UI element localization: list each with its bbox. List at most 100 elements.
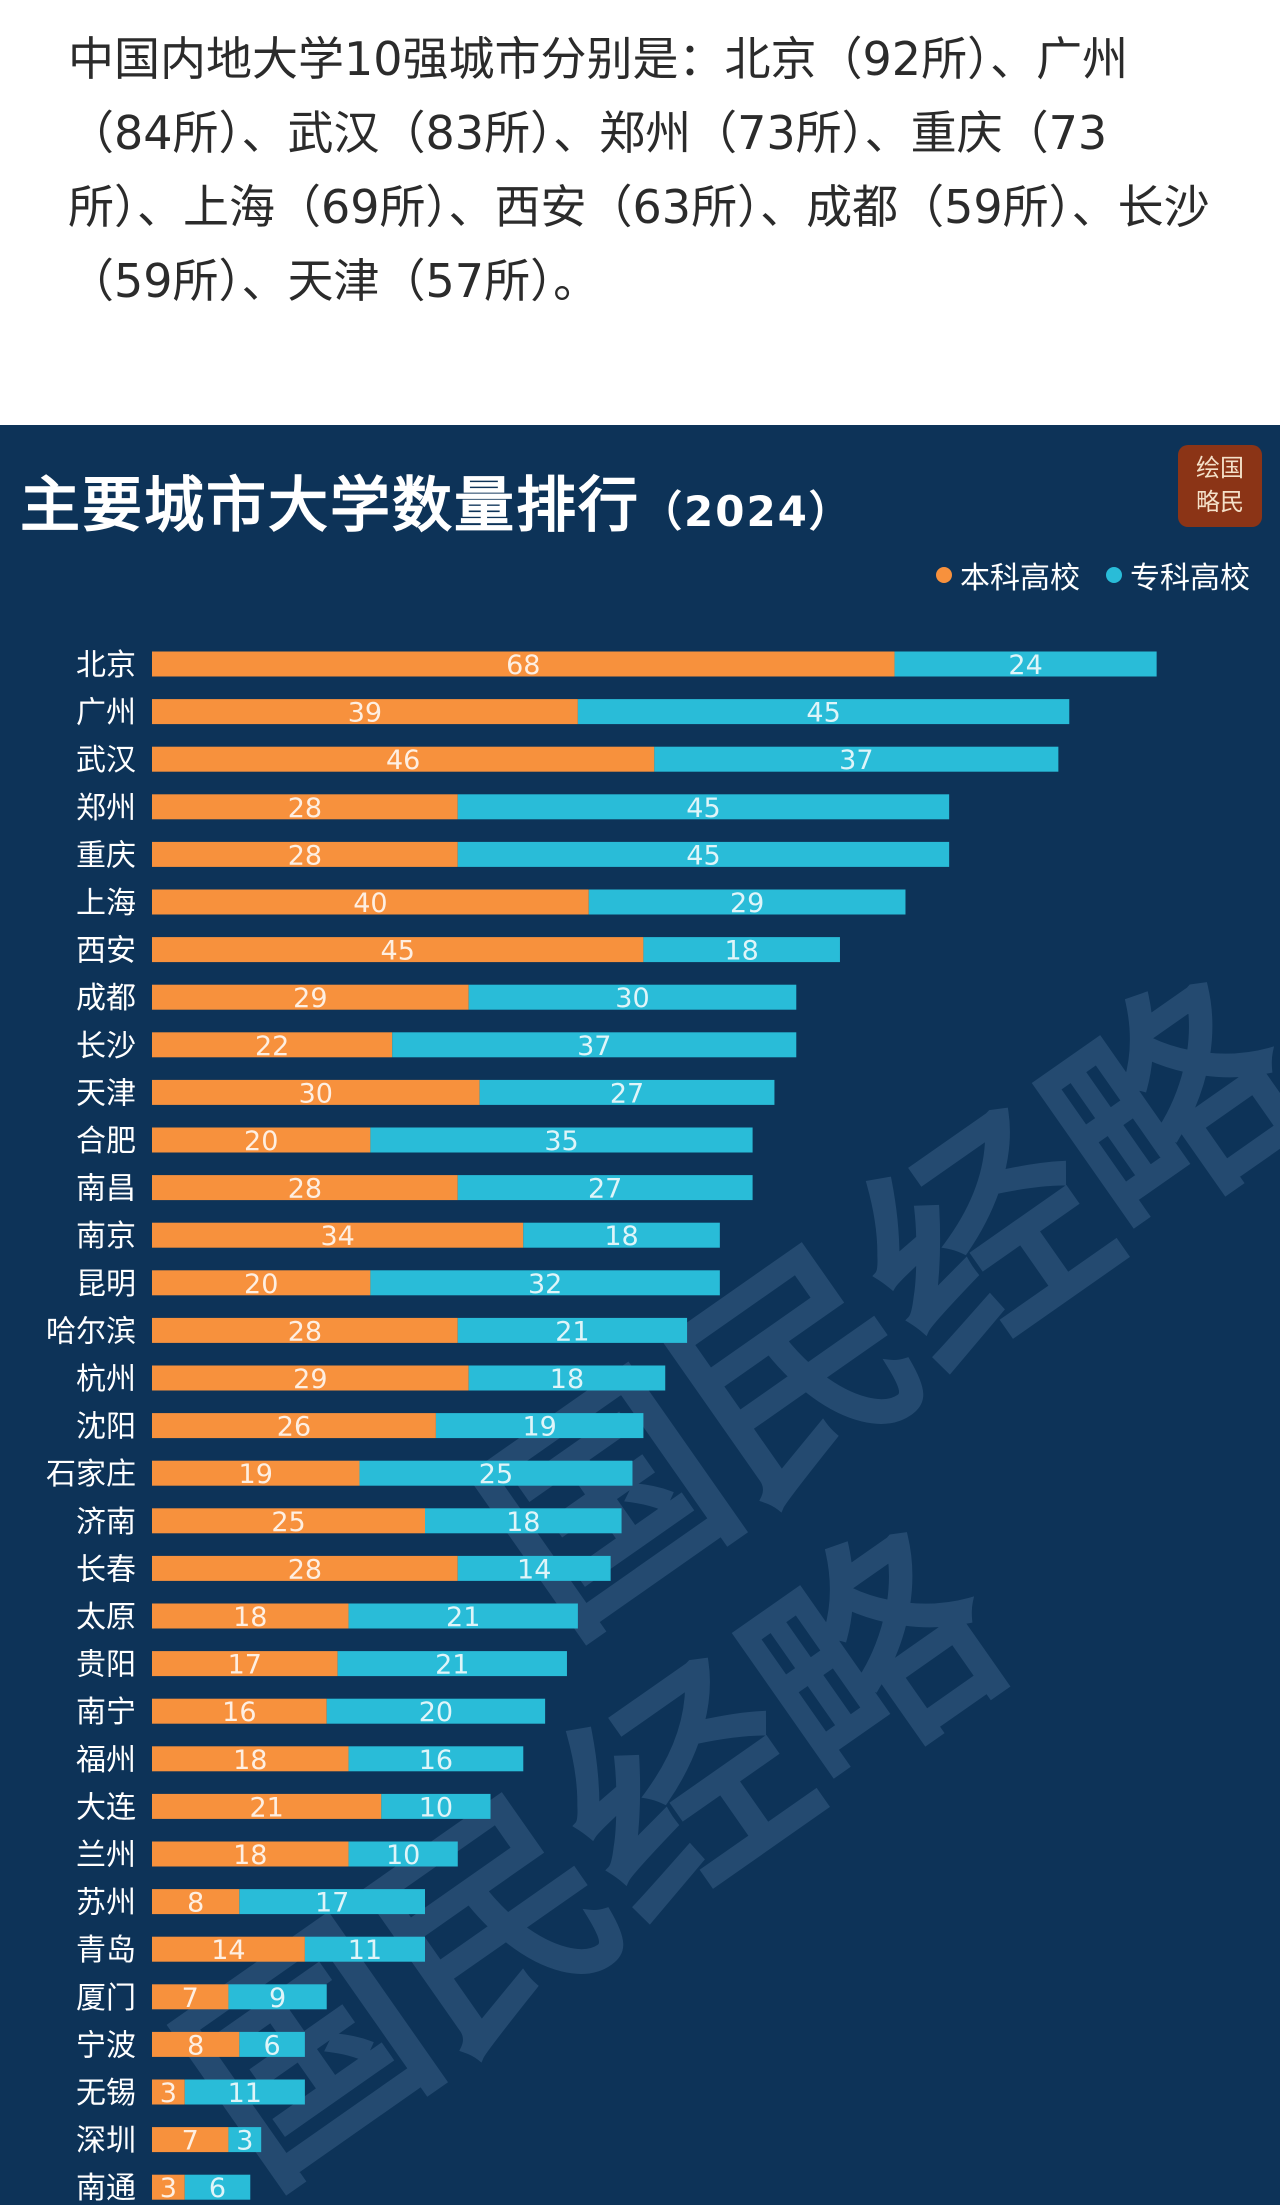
data-label: 8 — [187, 1888, 204, 1919]
data-label: 7 — [182, 1983, 199, 2014]
bar-segment-undergrad — [152, 1413, 436, 1439]
bar-segment-junior — [468, 984, 797, 1010]
data-label: 25 — [479, 1459, 513, 1490]
chart-title: 主要城市大学数量排行（2024） — [20, 457, 853, 544]
category-label: 石家庄 — [46, 1457, 136, 1492]
data-label: 45 — [806, 698, 840, 729]
bar-segment-undergrad — [152, 1651, 338, 1677]
data-label: 34 — [320, 1221, 354, 1252]
category-label: 杭州 — [76, 1362, 136, 1397]
data-label: 26 — [277, 1412, 311, 1443]
data-label: 20 — [244, 1126, 278, 1157]
data-label: 20 — [419, 1697, 453, 1728]
data-label: 18 — [233, 1602, 267, 1633]
data-label: 46 — [386, 745, 420, 776]
bar-segment-junior — [348, 1603, 578, 1629]
bar-segment-undergrad — [152, 1365, 469, 1391]
data-label: 21 — [446, 1602, 480, 1633]
bar-segment-undergrad — [152, 1079, 480, 1105]
bar-segment-undergrad — [152, 1793, 382, 1819]
data-label: 18 — [550, 1364, 584, 1395]
category-label: 广州 — [76, 696, 136, 731]
bar-segment-undergrad — [152, 1460, 360, 1486]
data-label: 14 — [211, 1935, 245, 1966]
data-label: 6 — [209, 2173, 226, 2204]
legend: 本科高校 专科高校 — [936, 553, 1250, 597]
data-label: 40 — [353, 888, 387, 919]
data-label: 32 — [528, 1269, 562, 1300]
bar-segment-undergrad — [152, 699, 578, 725]
bar-segment-junior — [359, 1460, 633, 1486]
bar-segment-undergrad — [152, 794, 458, 820]
data-label: 39 — [348, 698, 382, 729]
data-label: 28 — [288, 1316, 322, 1347]
category-label: 昆明 — [76, 1267, 136, 1302]
bar-segment-undergrad — [152, 1032, 393, 1058]
bar-segment-undergrad — [152, 841, 458, 867]
data-label: 45 — [686, 840, 720, 871]
bar-segment-undergrad — [152, 984, 469, 1010]
data-label: 16 — [419, 1745, 453, 1776]
legend-label: 专科高校 — [1130, 561, 1250, 596]
bar-segment-undergrad — [152, 746, 655, 772]
data-label: 27 — [610, 1078, 644, 1109]
data-label: 21 — [435, 1650, 469, 1681]
data-label: 8 — [187, 2030, 204, 2061]
data-label: 28 — [288, 840, 322, 871]
bar-segment-undergrad — [152, 2174, 185, 2200]
category-label: 福州 — [76, 1743, 136, 1778]
data-label: 29 — [293, 1364, 327, 1395]
category-label: 沈阳 — [76, 1410, 136, 1445]
legend-item-undergrad: 本科高校 — [936, 553, 1080, 597]
category-label: 苏州 — [76, 1886, 136, 1921]
bar-segment-junior — [479, 1079, 775, 1105]
data-label: 18 — [233, 1745, 267, 1776]
data-label: 18 — [233, 1840, 267, 1871]
legend-item-junior: 专科高校 — [1106, 553, 1250, 597]
data-label: 10 — [386, 1840, 420, 1871]
data-label: 3 — [236, 2126, 253, 2157]
data-label: 18 — [604, 1221, 638, 1252]
data-label: 18 — [506, 1507, 540, 1538]
data-label: 21 — [555, 1316, 589, 1347]
bar-segment-undergrad — [152, 889, 589, 915]
category-label: 兰州 — [76, 1838, 136, 1873]
bar-segment-junior — [370, 1127, 753, 1153]
data-label: 30 — [299, 1078, 333, 1109]
bar-segment-junior — [588, 889, 906, 915]
data-label: 9 — [269, 1983, 286, 2014]
category-label: 宁波 — [76, 2028, 136, 2063]
category-label: 深圳 — [76, 2124, 136, 2159]
data-label: 27 — [588, 1174, 622, 1205]
data-label: 21 — [249, 1792, 283, 1823]
logo-line: 绘国 — [1196, 454, 1244, 482]
data-label: 11 — [348, 1935, 382, 1966]
data-label: 20 — [244, 1269, 278, 1300]
bar-segment-junior — [457, 794, 950, 820]
bar-segment-junior — [654, 746, 1059, 772]
bar-segment-junior — [643, 937, 840, 963]
data-label: 45 — [686, 793, 720, 824]
legend-label: 本科高校 — [960, 561, 1080, 596]
brand-logo: 绘国 略民 — [1178, 445, 1262, 527]
chart-title-text: 主要城市大学数量排行 — [20, 471, 640, 541]
category-label: 南昌 — [76, 1172, 136, 1207]
intro-paragraph: 中国内地大学10强城市分别是：北京（92所）、广州（84所）、武汉（83所）、郑… — [68, 32, 1210, 308]
bar-segment-junior — [894, 651, 1157, 677]
category-label: 贵阳 — [76, 1648, 136, 1683]
category-label: 北京 — [76, 648, 136, 683]
category-label: 厦门 — [76, 1981, 136, 2016]
data-label: 22 — [255, 1031, 289, 1062]
category-label: 大连 — [76, 1790, 136, 1825]
category-label: 南京 — [76, 1219, 136, 1254]
bar-segment-junior — [370, 1270, 720, 1296]
data-label: 45 — [381, 936, 415, 967]
bar-segment-junior — [523, 1222, 720, 1248]
bar-segment-junior — [228, 1984, 327, 2010]
legend-swatch — [936, 567, 952, 583]
bar-segment-undergrad — [152, 1222, 524, 1248]
bar-segment-junior — [457, 1555, 611, 1581]
category-label: 无锡 — [76, 2076, 136, 2111]
category-label: 上海 — [76, 886, 136, 921]
